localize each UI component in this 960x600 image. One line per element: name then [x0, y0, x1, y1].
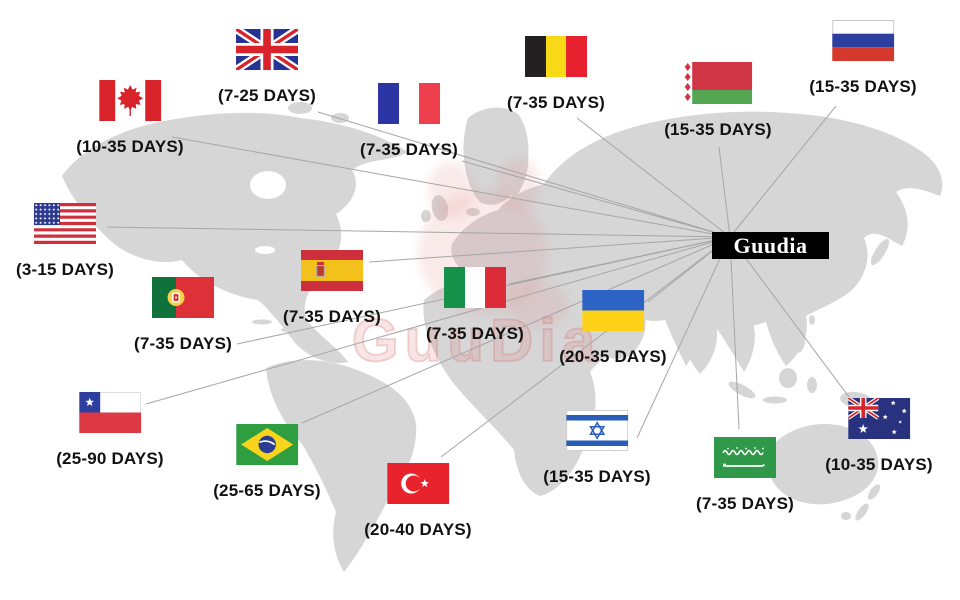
flag-israel-icon [565, 410, 628, 451]
shipping-days-belarus: (15-35 DAYS) [664, 120, 772, 139]
flag-spain-icon [300, 250, 363, 291]
shipping-days-chile: (25-90 DAYS) [56, 449, 164, 468]
shipping-days-turkey: (20-40 DAYS) [364, 520, 472, 539]
country-usa: (3-15 DAYS) [16, 203, 114, 278]
shipping-days-ukraine: (20-35 DAYS) [559, 347, 667, 366]
shipping-line-canada [171, 136, 731, 238]
flag-australia-icon [847, 398, 910, 439]
shipping-line-turkey [440, 236, 731, 458]
shipping-line-uk [317, 111, 731, 238]
shipping-line-italy [508, 236, 731, 285]
country-belgium: (7-35 DAYS) [507, 36, 605, 111]
country-spain: (7-35 DAYS) [283, 250, 381, 325]
shipping-days-uk: (7-25 DAYS) [218, 86, 316, 105]
country-saudi-arabia: (7-35 DAYS) [696, 437, 794, 512]
shipping-days-spain: (7-35 DAYS) [283, 307, 381, 326]
shipping-line-belgium [576, 117, 731, 238]
shipping-days-portugal: (7-35 DAYS) [134, 334, 232, 353]
flag-russia-icon [831, 20, 894, 61]
country-chile: (25-90 DAYS) [56, 392, 164, 467]
flag-turkey-icon [386, 463, 449, 504]
brand-origin-label: Guudia [712, 232, 829, 259]
shipping-line-spain [368, 236, 731, 263]
flag-italy-icon [443, 267, 506, 308]
shipping-days-france: (7-35 DAYS) [360, 140, 458, 159]
shipping-line-brazil [301, 236, 731, 424]
watermark-text: GuuDia [351, 306, 602, 375]
country-belarus: (15-35 DAYS) [664, 62, 772, 138]
shipping-line-chile [145, 236, 731, 405]
shipping-line-israel [636, 236, 731, 439]
flag-usa-icon [33, 203, 96, 244]
shipping-line-australia [729, 236, 850, 398]
country-france: (7-35 DAYS) [360, 83, 458, 158]
flag-chile-icon [78, 392, 141, 433]
shipping-days-canada: (10-35 DAYS) [76, 137, 184, 156]
shipping-days-saudi-arabia: (7-35 DAYS) [696, 494, 794, 513]
flag-belarus-icon [683, 62, 753, 104]
country-russia: (15-35 DAYS) [809, 20, 917, 95]
shipping-line-russia [729, 105, 837, 238]
country-ukraine: (20-35 DAYS) [559, 290, 667, 365]
country-turkey: (20-40 DAYS) [364, 463, 472, 538]
shipping-line-france [461, 160, 731, 238]
country-israel: (15-35 DAYS) [543, 410, 651, 485]
country-australia: (10-35 DAYS) [825, 398, 933, 473]
flag-portugal-icon [151, 277, 214, 318]
shipping-days-russia: (15-35 DAYS) [809, 77, 917, 96]
shipping-days-australia: (10-35 DAYS) [825, 455, 933, 474]
flag-france-icon [377, 83, 440, 124]
flag-belgium-icon [524, 36, 587, 77]
flag-brazil-icon [235, 424, 298, 465]
shipping-days-belgium: (7-35 DAYS) [507, 93, 605, 112]
flag-uk-icon [235, 29, 298, 70]
country-portugal: (7-35 DAYS) [134, 277, 232, 352]
flag-canada-icon [98, 80, 161, 121]
shipping-line-belarus [718, 146, 731, 238]
country-canada: (10-35 DAYS) [76, 80, 184, 155]
shipping-line-saudi [729, 236, 740, 430]
shipping-days-usa: (3-15 DAYS) [16, 260, 114, 279]
shipping-days-israel: (15-35 DAYS) [543, 467, 651, 486]
flag-saudi-arabia-icon [713, 437, 776, 478]
flag-ukraine-icon [581, 290, 644, 331]
shipping-days-brazil: (25-65 DAYS) [213, 481, 321, 500]
country-brazil: (25-65 DAYS) [213, 424, 321, 499]
shipping-line-usa [106, 226, 731, 238]
shipping-days-italy: (7-35 DAYS) [426, 324, 524, 343]
country-uk: (7-25 DAYS) [218, 29, 316, 104]
country-italy: (7-35 DAYS) [426, 267, 524, 342]
